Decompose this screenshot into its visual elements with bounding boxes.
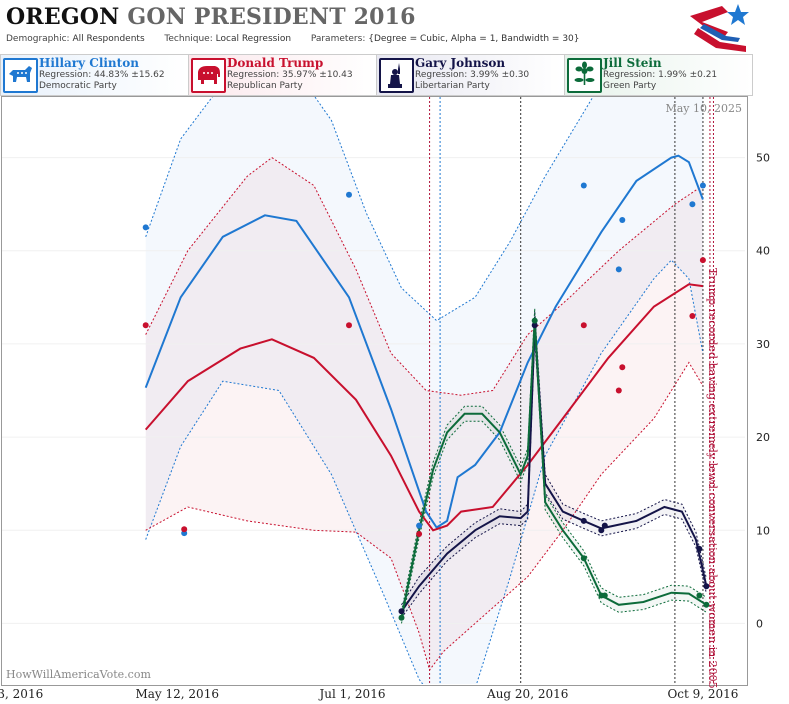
upper-bound-line	[401, 311, 707, 606]
candidate-party: Green Party	[603, 81, 657, 91]
candidate-name: Donald Trump	[227, 56, 324, 70]
x-tick-label: Aug 20, 2016	[486, 687, 568, 701]
poll-point[interactable]	[689, 201, 696, 208]
poll-point[interactable]	[181, 526, 188, 533]
poll-point[interactable]	[580, 322, 587, 329]
poll-point[interactable]	[619, 364, 626, 371]
confidence-band	[401, 308, 707, 624]
candidate-regression: Regression: 35.97% ±10.43	[227, 70, 353, 80]
demographic-value: All Respondents	[72, 34, 145, 44]
trend-line	[144, 283, 704, 532]
poll-point[interactable]	[416, 531, 423, 537]
liberty-statue-icon	[379, 58, 414, 93]
date-stamp: May 10, 2025	[665, 102, 742, 115]
lower-bound-line	[401, 332, 707, 624]
x-tick-label: Mar 23, 2016	[0, 687, 43, 701]
y-tick-label: 50	[756, 152, 770, 165]
poll-point[interactable]	[580, 555, 587, 562]
upper-bound-line	[401, 308, 707, 612]
site-logo	[690, 4, 749, 52]
demographic-label: Demographic:	[6, 34, 70, 44]
poll-point[interactable]	[531, 322, 538, 329]
poll-point[interactable]	[601, 592, 608, 599]
upper-bound-line	[145, 156, 704, 396]
y-tick-label: 0	[756, 617, 763, 630]
parameters-line: Demographic: All Respondents Technique: …	[6, 34, 580, 44]
poll-point[interactable]	[699, 257, 706, 264]
parameters-value: {Degree = Cubic, Alpha = 1, Bandwidth = …	[368, 34, 580, 44]
candidate-regression: Regression: 3.99% ±0.30	[415, 70, 530, 80]
x-tick-label: Jul 1, 2016	[317, 687, 385, 701]
poll-point[interactable]	[619, 217, 626, 223]
plot-frame	[1, 96, 748, 686]
candidate-regression: Regression: 1.99% ±0.21	[603, 70, 718, 80]
poll-point[interactable]	[615, 387, 622, 394]
legend-item-stein[interactable]: Jill Stein Regression: 1.99% ±0.21 Green…	[564, 54, 753, 96]
lower-bound-line	[145, 259, 704, 684]
poll-point[interactable]	[699, 182, 706, 189]
y-tick-label: 40	[756, 245, 770, 258]
poll-point[interactable]	[615, 266, 622, 273]
poll-point[interactable]	[580, 517, 587, 524]
poll-point[interactable]	[346, 191, 352, 198]
poll-point[interactable]	[703, 583, 710, 590]
poll-point[interactable]	[416, 522, 423, 529]
y-tick-label: 20	[756, 431, 770, 444]
legend-item-trump[interactable]: Donald Trump Regression: 35.97% ±10.43 R…	[188, 54, 377, 96]
poll-point[interactable]	[142, 224, 149, 231]
candidate-name: Jill Stein	[603, 56, 662, 70]
candidate-name: Hillary Clinton	[39, 56, 139, 70]
lower-bound-line	[145, 361, 704, 672]
upper-bound-line	[145, 97, 594, 322]
y-tick-label: 10	[756, 524, 770, 537]
poll-point[interactable]	[598, 527, 605, 534]
candidate-party: Democratic Party	[39, 81, 117, 91]
site-watermark: HowWillAmericaVote.com	[6, 668, 151, 681]
leaf-flower-icon	[567, 58, 602, 93]
poll-point[interactable]	[689, 313, 696, 319]
x-tick-label: May 12, 2016	[135, 687, 218, 701]
lower-bound-line	[401, 339, 707, 619]
poll-point[interactable]	[580, 182, 587, 189]
trend-line	[144, 154, 704, 529]
trend-line	[400, 325, 708, 612]
candidate-party: Libertarian Party	[415, 81, 490, 91]
candidate-regression: Regression: 44.83% ±15.62	[39, 70, 165, 80]
candidate-name: Gary Johnson	[415, 56, 506, 70]
parameters-label: Parameters:	[310, 34, 366, 44]
poll-point[interactable]	[398, 614, 405, 621]
poll-point[interactable]	[696, 545, 703, 552]
poll-point[interactable]	[398, 608, 405, 615]
technique-label: Technique:	[164, 34, 213, 44]
donkey-icon	[3, 58, 38, 93]
event-annotation: Trump recorded having extremely lewd con…	[706, 268, 719, 689]
confidence-band	[145, 157, 703, 671]
chart-header: OREGON GON PRESIDENT 2016 Demographic: A…	[0, 0, 789, 52]
confidence-band	[145, 97, 703, 684]
legend-item-clinton[interactable]: Hillary Clinton Regression: 44.83% ±15.6…	[0, 54, 189, 96]
technique-value: Local Regression	[215, 34, 292, 44]
y-tick-label: 30	[756, 338, 770, 351]
poll-point[interactable]	[142, 322, 149, 329]
elephant-icon	[191, 58, 226, 93]
poll-point[interactable]	[346, 322, 352, 329]
title-state: OREGON	[6, 4, 120, 30]
poll-point[interactable]	[601, 522, 608, 529]
poll-point[interactable]	[703, 601, 710, 608]
poll-point[interactable]	[531, 317, 538, 324]
title-rest: GON PRESIDENT 2016	[127, 4, 416, 30]
candidate-legend: Hillary Clinton Regression: 44.83% ±15.6…	[0, 54, 789, 96]
candidate-party: Republican Party	[227, 81, 303, 91]
chart-title: OREGON GON PRESIDENT 2016	[6, 4, 416, 30]
x-tick-label: Oct 9, 2016	[667, 687, 738, 701]
poll-point[interactable]	[696, 592, 703, 599]
